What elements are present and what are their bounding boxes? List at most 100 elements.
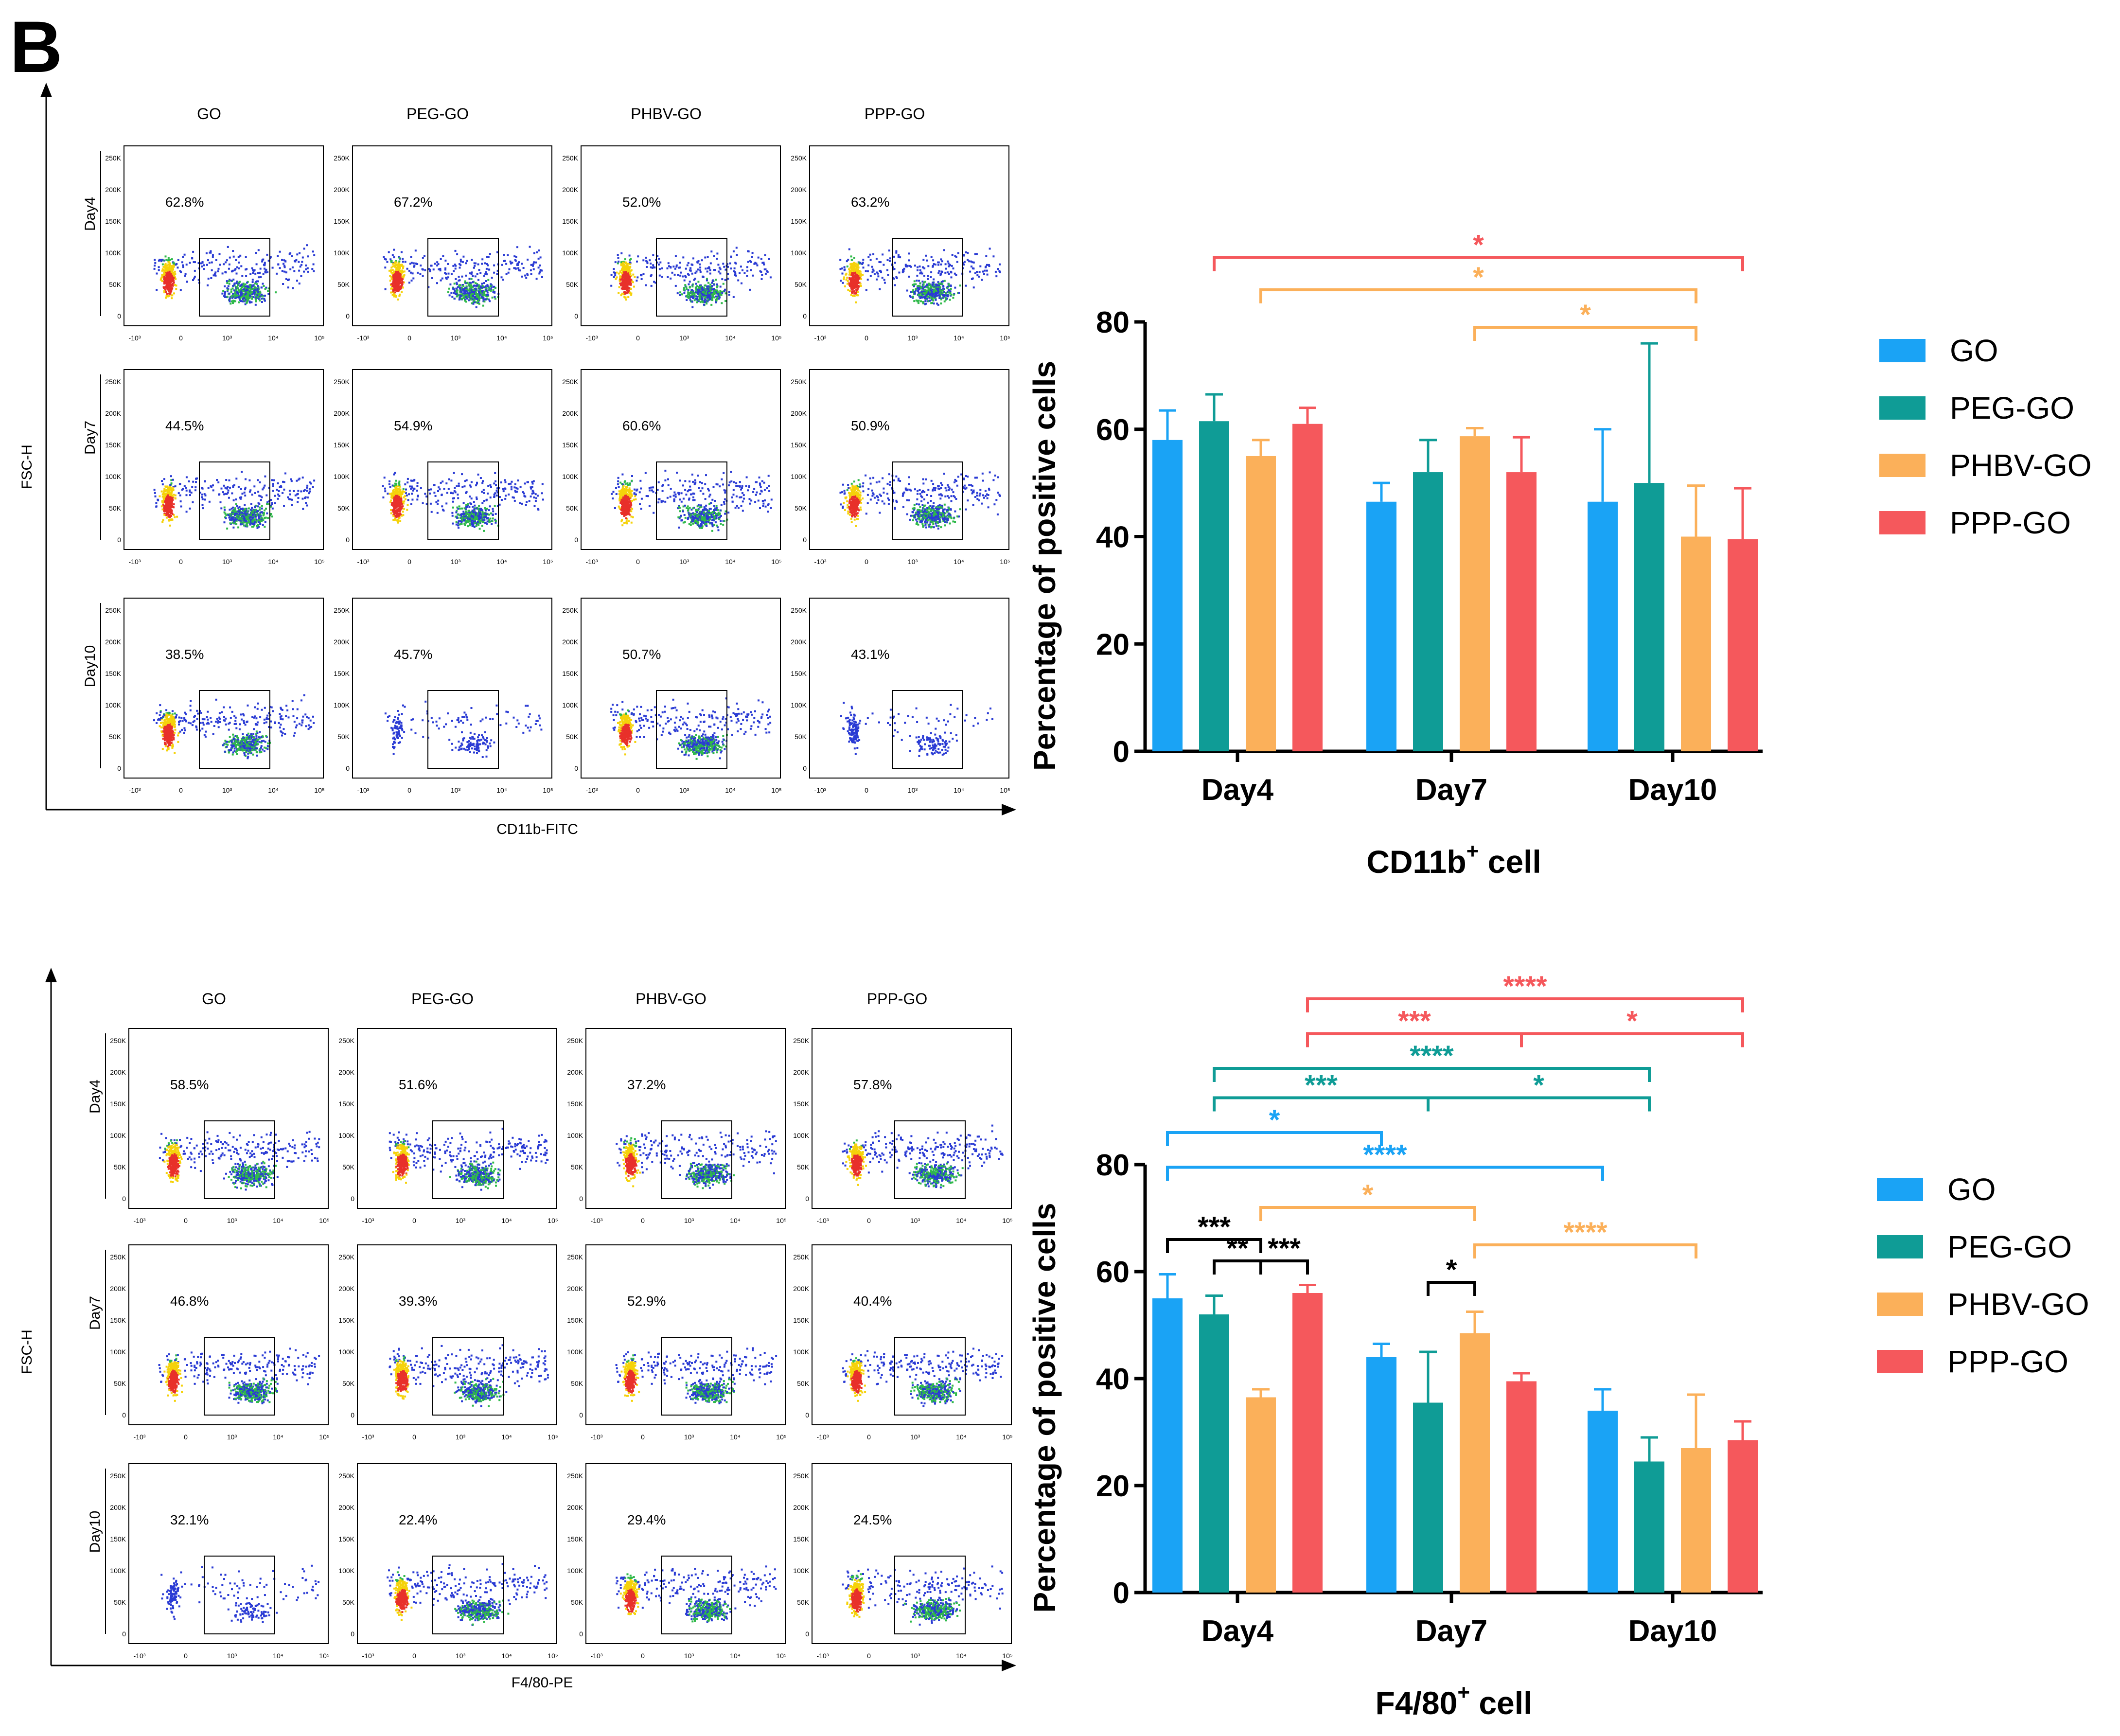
- significance-bracket: ****: [1473, 1217, 1697, 1258]
- flow-plot: 250K 200K 150K 100K 50K 0 -10³ 0 10³ 10⁴ 10⁵ Day10 3…: [82, 598, 325, 794]
- flow-plot-frame: [585, 1028, 786, 1209]
- flow-gate-percentage: 52.0%: [622, 195, 661, 210]
- flow-x-tick: 0: [636, 558, 640, 566]
- bar-charts-layer: 0 20 40 60 80 Day4 Day7 Day10 Percentage of posi…: [1027, 230, 2092, 1721]
- flow-y-tick: 0: [803, 764, 807, 772]
- flow-row-label: Day4: [87, 1080, 103, 1114]
- flow-y-tick: 50K: [797, 1380, 810, 1387]
- flow-y-tick: 50K: [114, 1598, 126, 1606]
- flow-x-tick: -10³: [129, 786, 141, 794]
- flow-scatter: [384, 700, 543, 758]
- bracket-line: [1166, 1166, 1604, 1181]
- legend-swatch: [1879, 511, 1926, 534]
- y-axis-label: Percentage of positive cells: [1027, 1203, 1062, 1613]
- flow-y-tick: 250K: [791, 154, 807, 162]
- flow-x-tick: 10⁴: [954, 334, 964, 342]
- flow-y-tick: 50K: [109, 733, 122, 741]
- legend-label: PHBV-GO: [1947, 1287, 2089, 1322]
- flow-x-tick: -10³: [362, 1217, 374, 1224]
- flow-x-tick: 0: [412, 1652, 416, 1660]
- flow-gate: [894, 1556, 966, 1634]
- flow-row-label: Day4: [82, 197, 98, 231]
- flow-column-title: PEG-GO: [406, 105, 469, 123]
- chart-title-main: F4/80: [1376, 1685, 1458, 1721]
- flow-scatter: [839, 248, 1001, 306]
- flow-y-tick: 200K: [567, 1285, 583, 1293]
- flow-x-tick: 10⁴: [730, 1433, 741, 1441]
- flow-y-tick: 200K: [338, 1068, 354, 1076]
- flow-gate: [661, 1120, 732, 1199]
- flow-x-tick: 0: [407, 558, 411, 566]
- y-tick-label: 40: [1096, 521, 1130, 554]
- flow-x-tick: 10⁵: [1000, 786, 1010, 794]
- flow-column-title: GO: [202, 990, 226, 1008]
- flow-x-tick: 10³: [451, 786, 461, 794]
- flow-plot: 250K 200K 150K 100K 50K 0 -10³ 0 10³ 10⁴ 10⁵ 52.0%: [562, 145, 782, 342]
- bar: [1246, 1397, 1276, 1593]
- x-tick-label: Day10: [1628, 1614, 1717, 1648]
- flow-x-tick: 10³: [908, 558, 918, 566]
- x-tick-label: Day4: [1201, 773, 1274, 807]
- bar: [1199, 421, 1229, 751]
- flow-y-tick: 0: [351, 1630, 354, 1638]
- flow-x-tick: 10³: [684, 1652, 694, 1660]
- flow-x-tick: 10⁵: [1000, 558, 1010, 566]
- flow-y-tick: 0: [805, 1195, 809, 1203]
- chart-title-main: CD11b: [1366, 844, 1466, 880]
- flow-y-tick: 250K: [110, 1472, 126, 1480]
- significance-label: *: [1533, 1070, 1544, 1101]
- flow-plot: 250K 200K 150K 100K 50K 0 -10³ 0 10³ 10⁴ 10⁵ 39.3%: [338, 1244, 558, 1441]
- significance-bracket: *: [1427, 1254, 1476, 1296]
- flow-gate: [199, 461, 270, 540]
- flow-gate: [894, 1337, 966, 1416]
- flow-plot-frame: [357, 1244, 557, 1425]
- flow-gate: [204, 1120, 275, 1199]
- flow-y-tick: 150K: [793, 1316, 809, 1324]
- flow-y-tick: 250K: [334, 378, 350, 386]
- bracket-line: [1427, 1096, 1651, 1112]
- flow-plot: 250K 200K 150K 100K 50K 0 -10³ 0 10³ 10⁴ 10⁵ Day10 3…: [87, 1463, 330, 1660]
- significance-bracket: ****: [1213, 1040, 1651, 1082]
- flow-plot-frame: [352, 369, 552, 550]
- flow-x-tick: -10³: [817, 1217, 829, 1224]
- flow-plot-frame: [357, 1463, 557, 1644]
- flow-y-tick: 250K: [105, 378, 121, 386]
- flow-row-label: Day7: [82, 421, 98, 455]
- bar: [1588, 1411, 1618, 1593]
- flow-gate-percentage: 46.8%: [170, 1293, 209, 1309]
- flow-plot-frame: [124, 145, 324, 326]
- flow-column-title: PPP-GO: [867, 990, 927, 1008]
- flow-gate-percentage: 63.2%: [851, 195, 889, 210]
- flow-gate: [656, 690, 727, 769]
- flow-x-tick: 10⁵: [548, 1217, 558, 1224]
- significance-label: *: [1626, 1006, 1638, 1037]
- flow-gate: [427, 461, 499, 540]
- flow-scatter: [383, 246, 543, 308]
- flow-y-tick: 0: [579, 1195, 583, 1203]
- flow-scatter: [389, 1344, 549, 1407]
- flow-gate-percentage: 54.9%: [394, 418, 432, 433]
- legend-swatch: [1877, 1293, 1923, 1316]
- bracket-line: [1166, 1238, 1262, 1253]
- flow-plot-frame: [809, 598, 1009, 779]
- flow-x-tick: 10⁴: [730, 1217, 741, 1224]
- flow-y-tick: 250K: [567, 1472, 583, 1480]
- flow-x-tick: 10⁵: [1002, 1433, 1012, 1441]
- flow-x-tick: 10⁴: [268, 334, 279, 342]
- flow-gate-percentage: 24.5%: [853, 1512, 892, 1527]
- significance-label: *: [1362, 1179, 1374, 1211]
- flow-x-tick: -10³: [817, 1652, 829, 1660]
- flow-x-tick: 10³: [456, 1652, 466, 1660]
- flow-y-tick: 200K: [793, 1504, 809, 1511]
- flow-y-tick: 250K: [338, 1253, 354, 1261]
- flow-x-tick: 0: [865, 558, 868, 566]
- significance-label: *: [1580, 299, 1591, 331]
- flow-plot: 250K 200K 150K 100K 50K 0 -10³ 0 10³ 10⁴ 10⁵ Day7 44…: [82, 369, 325, 566]
- flow-gate: [656, 461, 727, 540]
- flow-y-tick: 100K: [110, 1348, 126, 1356]
- flow-y-tick: 100K: [105, 249, 121, 257]
- flow-y-tick: 150K: [338, 1535, 354, 1543]
- bar-chart-2: 0 20 40 60 80 Day4 Day7 Day10 Percentage of posi…: [1027, 971, 2089, 1721]
- flow-x-tick: 10³: [679, 786, 689, 794]
- flow-y-tick: 200K: [110, 1504, 126, 1511]
